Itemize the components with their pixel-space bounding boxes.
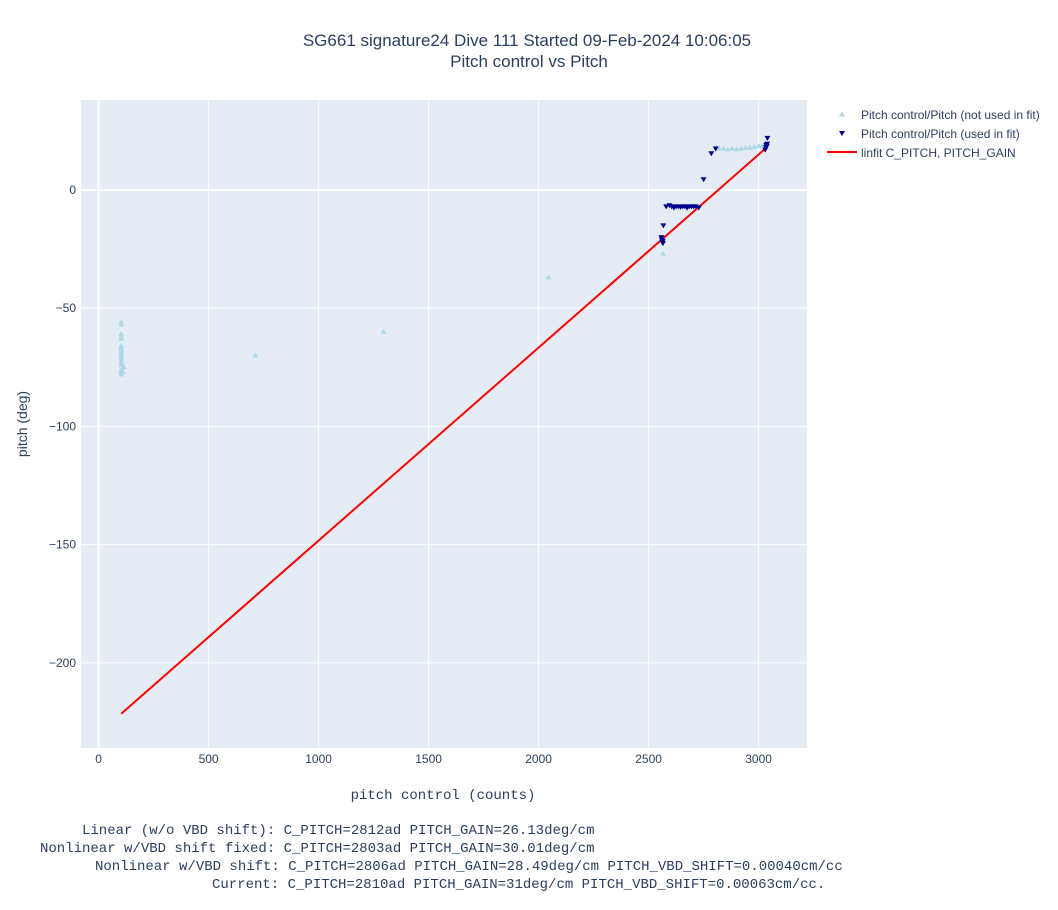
data-point-used bbox=[764, 135, 771, 141]
fit-current: Current: C_PITCH=2810ad PITCH_GAIN=31deg… bbox=[212, 877, 826, 893]
x-tick-label: 500 bbox=[199, 752, 219, 766]
y-tick-label: −50 bbox=[56, 301, 77, 315]
legend-item-not-used[interactable]: Pitch control/Pitch (not used in fit) bbox=[839, 108, 1040, 122]
series-not-used-layer bbox=[118, 142, 769, 377]
x-tick-label: 1500 bbox=[415, 752, 442, 766]
data-point-not-used bbox=[751, 143, 758, 149]
data-point-used bbox=[700, 177, 707, 183]
data-point-used bbox=[764, 141, 771, 147]
data-point-used bbox=[763, 144, 770, 150]
data-point-not-used bbox=[118, 321, 125, 327]
x-axis-ticks: 0 500 1000 1500 2000 2500 3000 bbox=[95, 752, 772, 766]
legend-item-fit[interactable]: linfit C_PITCH, PITCH_GAIN bbox=[827, 146, 1016, 160]
data-point-not-used bbox=[120, 364, 127, 370]
data-point-not-used bbox=[545, 274, 552, 280]
data-point-not-used bbox=[380, 328, 387, 334]
y-tick-label: −100 bbox=[49, 419, 76, 433]
chart-subtitle: Pitch control vs Pitch bbox=[450, 52, 608, 71]
legend-marker-triangle-down bbox=[839, 131, 845, 136]
data-point-used bbox=[659, 241, 666, 247]
fit-line bbox=[120, 146, 769, 715]
data-point-not-used bbox=[729, 145, 736, 151]
chart-title: SG661 signature24 Dive 111 Started 09-Fe… bbox=[303, 31, 751, 50]
data-point-not-used bbox=[738, 145, 744, 151]
fit-line-layer bbox=[120, 146, 769, 715]
fit-nonlinear-shift: Nonlinear w/VBD shift: C_PITCH=2806ad PI… bbox=[95, 859, 843, 875]
legend-item-used[interactable]: Pitch control/Pitch (used in fit) bbox=[839, 127, 1020, 141]
legend-marker-triangle-up bbox=[839, 111, 845, 117]
data-point-used bbox=[660, 223, 667, 229]
fit-nonlinear-fixed: Nonlinear w/VBD shift fixed: C_PITCH=280… bbox=[40, 841, 595, 857]
legend-label-fit: linfit C_PITCH, PITCH_GAIN bbox=[861, 146, 1016, 160]
y-tick-label: −150 bbox=[49, 538, 76, 552]
grid bbox=[81, 100, 807, 748]
data-point-used bbox=[712, 146, 719, 152]
data-point-used bbox=[695, 205, 702, 211]
data-point-not-used bbox=[742, 144, 749, 150]
y-axis-title: pitch (deg) bbox=[14, 391, 30, 457]
chart: SG661 signature24 Dive 111 Started 09-Fe… bbox=[14, 31, 1040, 804]
data-point-used bbox=[663, 204, 670, 210]
data-point-not-used bbox=[733, 146, 740, 152]
y-tick-label: −200 bbox=[49, 656, 76, 670]
y-tick-label: 0 bbox=[69, 183, 76, 197]
data-point-not-used bbox=[118, 361, 125, 367]
fit-linear: Linear (w/o VBD shift): C_PITCH=2812ad P… bbox=[82, 823, 595, 839]
x-tick-label: 2500 bbox=[635, 752, 662, 766]
fit-summary: Linear (w/o VBD shift): C_PITCH=2812ad P… bbox=[0, 820, 1058, 910]
x-tick-label: 1000 bbox=[305, 752, 332, 766]
x-axis-title: pitch control (counts) bbox=[351, 788, 536, 804]
series-used-layer bbox=[658, 135, 771, 247]
y-axis-ticks: 0 −50 −100 −150 −200 bbox=[49, 183, 76, 670]
x-tick-label: 2000 bbox=[525, 752, 552, 766]
data-point-not-used bbox=[746, 144, 753, 150]
plot-area bbox=[81, 100, 807, 748]
x-tick-label: 3000 bbox=[745, 752, 772, 766]
data-point-used bbox=[708, 151, 715, 157]
data-point-not-used bbox=[659, 250, 666, 256]
data-point-not-used bbox=[252, 352, 259, 358]
data-point-not-used bbox=[724, 146, 731, 152]
data-point-not-used bbox=[119, 368, 126, 374]
legend[interactable]: Pitch control/Pitch (not used in fit) Pi… bbox=[827, 108, 1040, 160]
legend-label-used: Pitch control/Pitch (used in fit) bbox=[861, 127, 1020, 141]
legend-label-not-used: Pitch control/Pitch (not used in fit) bbox=[861, 108, 1040, 122]
data-point-not-used bbox=[118, 335, 125, 341]
x-tick-label: 0 bbox=[95, 752, 102, 766]
data-point-not-used bbox=[716, 145, 722, 151]
data-point-not-used bbox=[720, 145, 727, 151]
